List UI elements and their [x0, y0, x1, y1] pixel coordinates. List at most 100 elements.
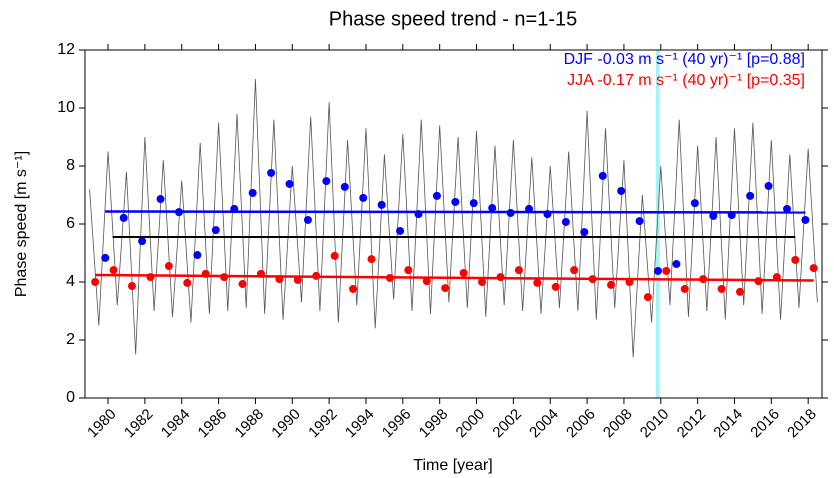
x-tick-label: 2008: [600, 406, 636, 442]
data-point: [654, 266, 663, 275]
data-point: [293, 275, 302, 284]
data-point: [525, 204, 534, 213]
data-point: [801, 215, 810, 224]
data-point: [432, 191, 441, 200]
data-point: [709, 211, 718, 220]
data-point: [385, 273, 394, 282]
data-point: [588, 275, 597, 284]
data-point: [699, 275, 708, 284]
x-tick-label: 1994: [342, 406, 378, 442]
data-point: [349, 284, 358, 293]
data-point: [322, 177, 331, 186]
data-point: [414, 210, 423, 219]
x-tick-label: 2018: [784, 406, 820, 442]
data-point: [91, 278, 100, 286]
chart-title: Phase speed trend - n=1-15: [329, 8, 578, 30]
x-tick-label: 1982: [121, 406, 157, 442]
data-point: [643, 293, 652, 302]
data-point: [506, 208, 515, 217]
data-point: [727, 211, 736, 220]
x-axis-label: Time [year]: [413, 457, 492, 474]
data-point: [690, 199, 699, 208]
data-point: [164, 262, 173, 271]
data-point: [598, 171, 607, 180]
data-point: [275, 275, 284, 284]
y-tick-label: 4: [66, 273, 75, 290]
data-point: [809, 264, 818, 273]
data-point: [404, 266, 413, 275]
data-point: [127, 282, 136, 291]
data-point: [183, 278, 192, 287]
data-point: [514, 266, 523, 275]
data-point: [635, 217, 644, 226]
data-point: [156, 195, 165, 204]
data-point: [791, 255, 800, 264]
data-point: [285, 179, 294, 188]
data-point: [469, 199, 478, 208]
data-point: [580, 228, 589, 237]
data-point: [551, 282, 560, 291]
data-point: [230, 204, 239, 213]
data-point: [570, 266, 579, 275]
x-tick-label: 1996: [379, 406, 415, 442]
data-point: [267, 168, 276, 177]
data-point: [211, 226, 220, 235]
data-point: [312, 271, 321, 280]
annotation: JJA -0.17 m s⁻¹ (40 yr)⁻¹ [p=0.35]: [567, 72, 805, 89]
y-tick-label: 10: [57, 99, 75, 116]
data-point: [680, 284, 689, 293]
y-tick-label: 0: [66, 389, 75, 406]
data-point: [662, 266, 671, 275]
data-point: [201, 269, 210, 278]
y-tick-label: 12: [57, 41, 75, 58]
y-tick-label: 2: [66, 331, 75, 348]
data-point: [303, 215, 312, 224]
x-tick-label: 1990: [268, 406, 304, 442]
annotation: DJF -0.03 m s⁻¹ (40 yr)⁻¹ [p=0.88]: [564, 51, 805, 68]
x-tick-label: 2016: [747, 406, 783, 442]
data-point: [248, 188, 257, 197]
data-point: [220, 273, 229, 282]
data-point: [238, 280, 247, 289]
data-point: [377, 200, 386, 209]
data-point: [782, 204, 791, 213]
data-point: [543, 210, 552, 219]
data-point: [101, 253, 110, 262]
data-point: [340, 182, 349, 191]
data-point: [717, 284, 726, 293]
data-point: [367, 255, 376, 264]
data-point: [119, 213, 128, 222]
data-point: [764, 182, 773, 191]
data-point: [422, 277, 431, 286]
data-point: [561, 217, 570, 226]
x-tick-label: 2004: [526, 406, 562, 442]
data-point: [138, 237, 147, 246]
data-point: [772, 273, 781, 282]
data-point: [193, 251, 202, 260]
data-point: [533, 278, 542, 287]
data-point: [256, 269, 265, 278]
x-tick-label: 1986: [195, 406, 231, 442]
series-line: [89, 78, 818, 358]
data-point: [607, 280, 616, 289]
data-point: [109, 266, 118, 275]
highlight-band: [655, 50, 660, 398]
data-point: [754, 277, 763, 286]
y-axis-label: Phase speed [m s⁻¹]: [13, 151, 30, 297]
data-point: [746, 191, 755, 200]
x-tick-label: 2006: [563, 406, 599, 442]
y-tick-label: 8: [66, 157, 75, 174]
data-point: [146, 273, 155, 282]
data-point: [478, 278, 487, 286]
x-tick-label: 2012: [674, 406, 710, 442]
x-tick-label: 1980: [84, 406, 120, 442]
data-point: [496, 273, 505, 282]
data-point: [174, 208, 183, 217]
data-point: [736, 287, 745, 296]
data-point: [441, 284, 450, 293]
data-point: [617, 186, 626, 195]
series-line: [95, 273, 814, 282]
data-point: [330, 251, 339, 260]
y-tick-label: 6: [66, 215, 75, 232]
